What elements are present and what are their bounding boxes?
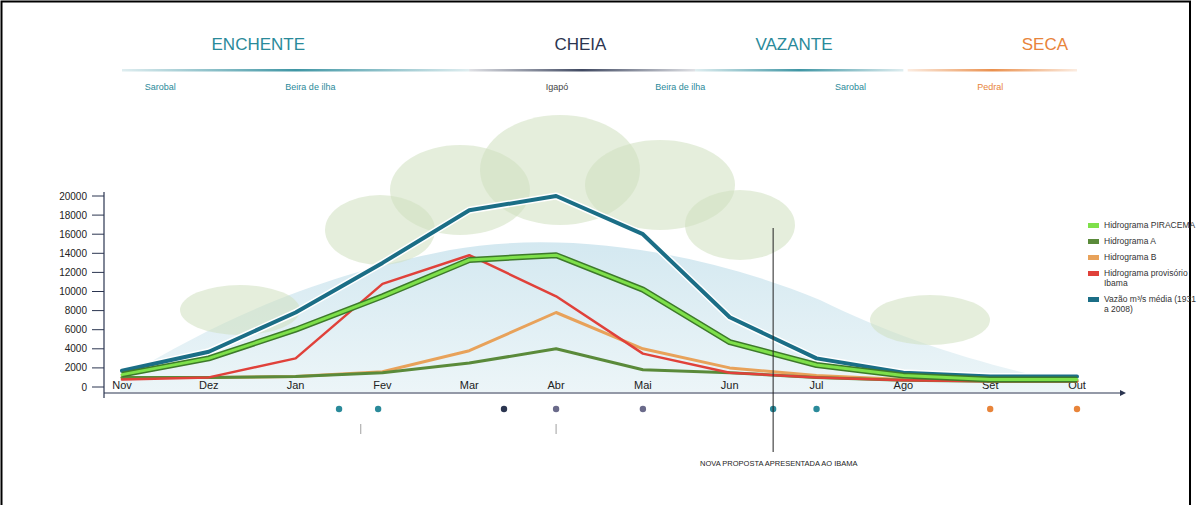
background-water	[120, 242, 1080, 392]
legend-swatch	[1088, 297, 1099, 302]
legend-label: Hidrograma PIRACEMA	[1104, 220, 1195, 230]
y-tick-label: 16000	[59, 229, 87, 240]
x-tick-label: Jul	[810, 379, 824, 391]
y-tick	[92, 329, 104, 330]
season-bar	[122, 69, 469, 72]
legend-swatch	[1088, 271, 1099, 276]
habitat-label: Beira de ilha	[285, 82, 335, 92]
season-bar	[908, 69, 1077, 72]
x-tick-label: Mar	[460, 379, 479, 391]
background-forest	[180, 285, 300, 335]
x-tick-label: Mai	[634, 379, 652, 391]
y-tick	[92, 215, 104, 216]
x-axis	[104, 392, 1120, 393]
series-line	[122, 313, 1077, 381]
habitat-label: Pedral	[977, 82, 1003, 92]
x-tick-label: Abr	[548, 379, 565, 391]
series-line	[122, 255, 1077, 381]
timeline-tick	[360, 424, 361, 434]
series-line	[122, 196, 1077, 377]
y-tick	[92, 196, 104, 197]
x-tick-label: Jan	[287, 379, 305, 391]
y-tick-label: 12000	[59, 267, 87, 278]
background-forest	[870, 295, 990, 345]
habitat-label: Igapó	[546, 82, 569, 92]
legend-swatch	[1088, 239, 1099, 244]
season-bar	[695, 69, 903, 72]
habitat-label: Sarobal	[835, 82, 866, 92]
annotation-line	[773, 228, 774, 452]
series-halo	[122, 196, 1077, 377]
habitat-label: Beira de ilha	[655, 82, 705, 92]
y-tick	[92, 234, 104, 235]
x-tick-label: Jun	[721, 379, 739, 391]
timeline-dot	[640, 406, 646, 412]
timeline-dot	[987, 406, 993, 412]
x-tick-label: Nov	[112, 379, 132, 391]
timeline-dot	[553, 406, 559, 412]
y-tick-label: 18000	[59, 210, 87, 221]
timeline-dot	[1074, 406, 1080, 412]
y-tick	[92, 367, 104, 368]
timeline-tick	[556, 424, 557, 434]
y-tick	[92, 291, 104, 292]
annotation: NOVA PROPOSTA APRESENTADA AO IBAMA	[700, 459, 858, 468]
season-label: CHEIA	[554, 35, 607, 54]
y-tick-label: 4000	[65, 343, 88, 354]
background-forest	[685, 190, 795, 260]
habitat-label: Sarobal	[145, 82, 176, 92]
x-axis-arrow	[1120, 390, 1126, 396]
plot-area	[122, 196, 1077, 381]
y-tick	[92, 387, 104, 388]
timeline-dot	[336, 406, 342, 412]
y-tick-label: 0	[81, 382, 87, 393]
timeline-dot	[375, 406, 381, 412]
legend-label: Hidrograma A	[1104, 236, 1156, 246]
legend-label: Hidrograma B	[1104, 252, 1157, 262]
y-tick-label: 2000	[65, 362, 88, 373]
y-tick-label: 10000	[59, 286, 87, 297]
frame	[2, 2, 1191, 506]
season-label: SECA	[1022, 35, 1069, 54]
series-halo	[122, 255, 1077, 379]
legend-label: Vazão m³/s média (1931a 2008)	[1104, 294, 1196, 314]
x-tick-label: Fev	[373, 379, 392, 391]
season-label: VAZANTE	[755, 35, 832, 54]
x-tick-label: Dez	[199, 379, 219, 391]
y-tick-label: 8000	[65, 305, 88, 316]
y-tick-label: 14000	[59, 248, 87, 259]
series-line	[122, 255, 1077, 379]
season-label: ENCHENTE	[212, 35, 306, 54]
y-tick	[92, 310, 104, 311]
y-tick-label: 6000	[65, 324, 88, 335]
legend-swatch	[1088, 223, 1099, 228]
y-tick	[92, 253, 104, 254]
timeline-dot	[501, 406, 507, 412]
background-forest	[325, 195, 435, 265]
y-axis	[103, 192, 104, 398]
timeline-dot	[813, 406, 819, 412]
chart: ENCHENTE Sarobal Beira de ilha CHEIA Igapó VA…	[0, 0, 1204, 506]
legend-swatch	[1088, 255, 1099, 260]
y-tick	[92, 348, 104, 349]
y-tick-label: 20000	[59, 191, 87, 202]
season-bar	[469, 69, 695, 72]
legend-label: Hidrograma provisórioIbama	[1104, 268, 1188, 288]
y-tick	[92, 272, 104, 273]
